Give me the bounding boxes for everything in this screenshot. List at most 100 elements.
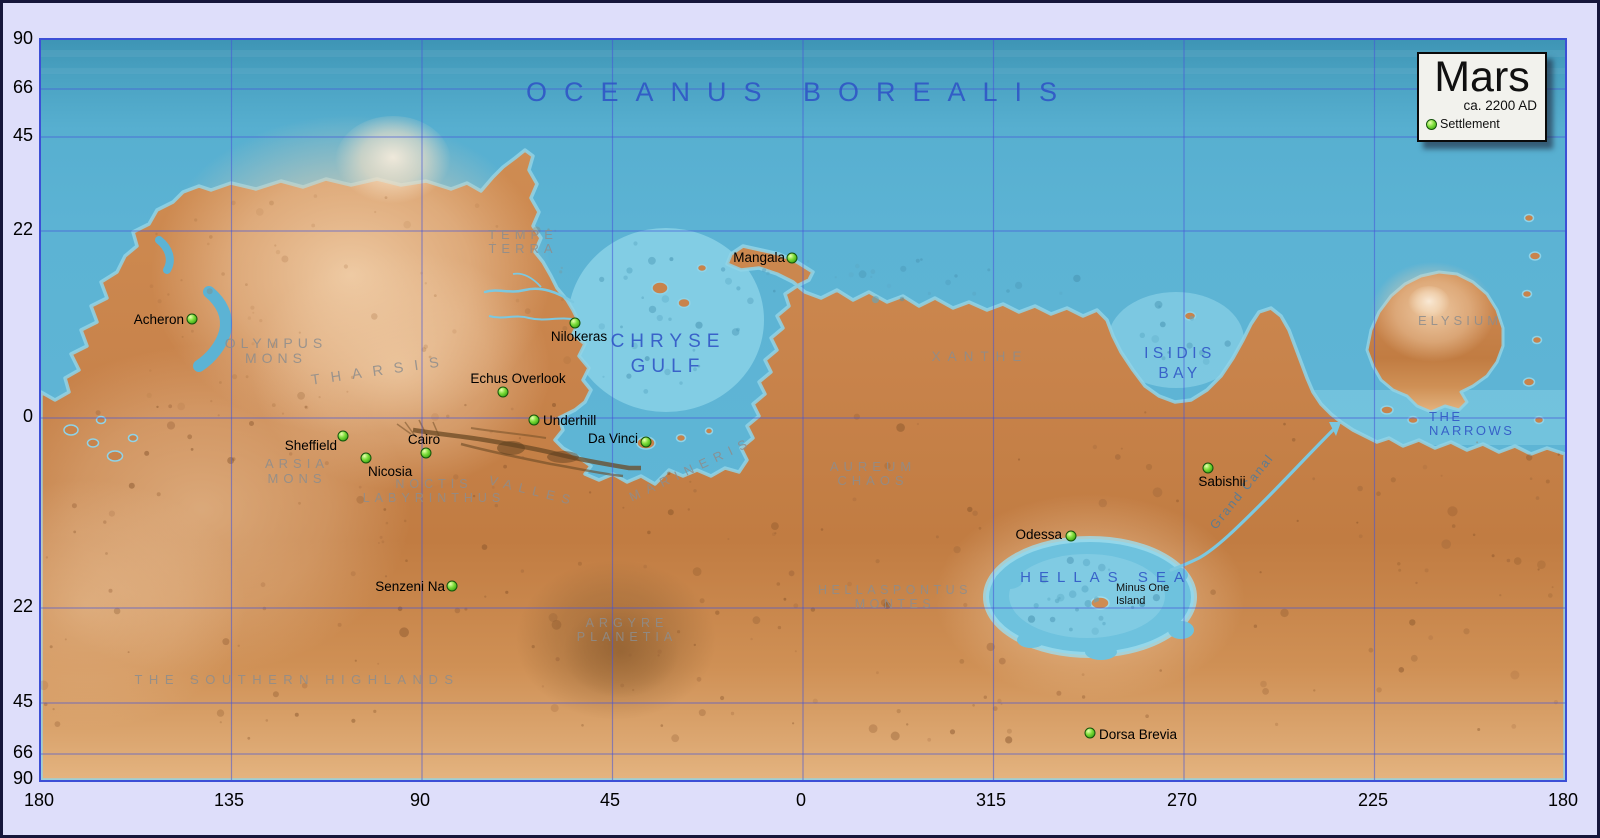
settlement-da-vinci: Da Vinci xyxy=(588,431,652,448)
elysium-island xyxy=(1365,262,1505,425)
settlement-label: Nilokeras xyxy=(551,329,608,344)
terrain-label-text: ARGYRE xyxy=(586,616,669,630)
longitude-tick: 315 xyxy=(975,790,1007,810)
water-label-text: GULF xyxy=(631,356,706,377)
hellas-sea-water xyxy=(983,536,1197,660)
water-label-text: BAY xyxy=(1158,365,1201,382)
terrain-label-elysium: ELYSIUM xyxy=(1418,313,1502,328)
settlement-marker xyxy=(446,580,458,592)
crater-speckles xyxy=(41,194,1560,744)
terrain-label-text: ELYSIUM xyxy=(1418,313,1502,328)
longitude-tick: 225 xyxy=(1357,790,1389,810)
settlement-marker xyxy=(497,386,509,398)
terrain-label-text: TERRA xyxy=(488,241,557,256)
grand-canal-waterway xyxy=(1169,426,1337,572)
settlement-sabishii: Sabishii xyxy=(1198,462,1246,489)
terrain-label-text: CHAOS xyxy=(837,473,908,488)
water-label-text: NARROWS xyxy=(1429,423,1514,438)
water-label-hellas-sea: HELLAS SEA xyxy=(1020,569,1192,586)
latitude-tick: 90 xyxy=(12,768,33,788)
islands xyxy=(63,213,1545,462)
terrain-label-text: TEMPE xyxy=(488,227,558,242)
settlement-marker xyxy=(360,452,372,464)
settlement-label: Mangala xyxy=(733,250,785,265)
settlement-sheffield: Sheffield xyxy=(285,430,349,453)
olympus-mons-peak xyxy=(335,116,451,208)
latitude-tick: 45 xyxy=(12,125,33,145)
terrain-label-text: AUREUM xyxy=(830,459,916,474)
latitude-tick: 45 xyxy=(12,691,33,711)
water-label-text: HELLAS SEA xyxy=(1020,569,1192,586)
latitude-tick: 66 xyxy=(12,742,33,762)
island-label-text: Island xyxy=(1116,595,1145,607)
river-channel xyxy=(483,287,575,304)
settlement-nilokeras: Nilokeras xyxy=(551,317,608,344)
water-label-chryse-gulf: CHRYSE GULF xyxy=(611,331,726,377)
coordinate-grid xyxy=(41,40,1565,780)
settlement-marker xyxy=(1065,530,1077,542)
settlement-label: Echus Overlook xyxy=(470,371,566,386)
terrain-label-text: LABYRINTHUS xyxy=(363,491,506,505)
settlement-label: Nicosia xyxy=(368,464,413,479)
settlement-senzeni-na: Senzeni Na xyxy=(375,579,458,594)
legend-label: Settlement xyxy=(1440,117,1500,131)
longitude-tick: 135 xyxy=(213,790,245,810)
terrain-label-southern-highlands: THE SOUTHERN HIGHLANDS xyxy=(134,672,459,687)
terrain-label-text: ARSIA xyxy=(265,456,329,471)
isidis-shallow-water xyxy=(1108,292,1244,388)
settlement-odessa: Odessa xyxy=(1015,527,1077,542)
settlement-marker xyxy=(569,317,581,329)
mars-map: OCEANUS BOREALIS CHRYSE GULF ISIDIS BAY THENA… xyxy=(41,40,1565,780)
settlement-dot-icon xyxy=(1426,118,1437,130)
settlement-label: Underhill xyxy=(543,413,596,428)
terrain-label-text: PLANETIA xyxy=(577,630,677,644)
settlement-marker xyxy=(186,313,198,325)
settlement-acheron: Acheron xyxy=(134,312,198,327)
settlement-label: Acheron xyxy=(134,312,184,327)
terrain-label-text: XANTHE xyxy=(932,349,1029,364)
settlement-marker xyxy=(420,447,432,459)
settlement-label: Da Vinci xyxy=(588,431,638,446)
title-box: Mars ca. 2200 AD Settlement xyxy=(1417,52,1547,142)
longitude-tick: 90 xyxy=(409,790,431,810)
terrain-label-text: MONS xyxy=(268,471,327,486)
settlement-marker xyxy=(1084,727,1096,739)
longitude-tick: 180 xyxy=(1547,790,1579,810)
latitude-tick: 0 xyxy=(22,406,33,426)
settlement-dorsa-brevia: Dorsa Brevia xyxy=(1084,727,1178,742)
water-label-text: THE xyxy=(1429,409,1463,424)
latitude-tick: 66 xyxy=(12,77,33,97)
island-label-text: Minus One xyxy=(1116,582,1169,594)
terrain-label-text: MONTES xyxy=(855,597,935,611)
water-label-text: CHRYSE xyxy=(611,331,726,352)
legend-row: Settlement xyxy=(1419,117,1545,131)
settlement-marker xyxy=(786,252,798,264)
water-label-text: ISIDIS xyxy=(1144,345,1216,362)
settlement-echus-overlook: Echus Overlook xyxy=(470,371,566,398)
minus-one-island xyxy=(1090,596,1110,610)
terrain-label-text: THE SOUTHERN HIGHLANDS xyxy=(134,672,459,687)
acheron-fjord xyxy=(193,286,232,372)
settlement-label: Sabishii xyxy=(1198,474,1245,489)
settlement-underhill: Underhill xyxy=(528,413,596,428)
settlement-label: Senzeni Na xyxy=(375,579,445,594)
settlement-label: Cairo xyxy=(408,432,440,447)
settlement-label: Odessa xyxy=(1015,527,1062,542)
valles-marineris-canyon xyxy=(396,419,641,478)
settlement-nicosia: Nicosia xyxy=(360,452,413,479)
chryse-shallow-water xyxy=(568,228,764,412)
longitude-tick: 270 xyxy=(1166,790,1198,810)
latitude-tick: 90 xyxy=(12,28,33,48)
longitude-tick: 180 xyxy=(23,790,55,810)
settlement-label: Sheffield xyxy=(285,438,337,453)
settlement-marker xyxy=(1202,462,1214,474)
settlement-marker xyxy=(528,414,540,426)
terrain-label-text: MONS xyxy=(245,350,307,366)
